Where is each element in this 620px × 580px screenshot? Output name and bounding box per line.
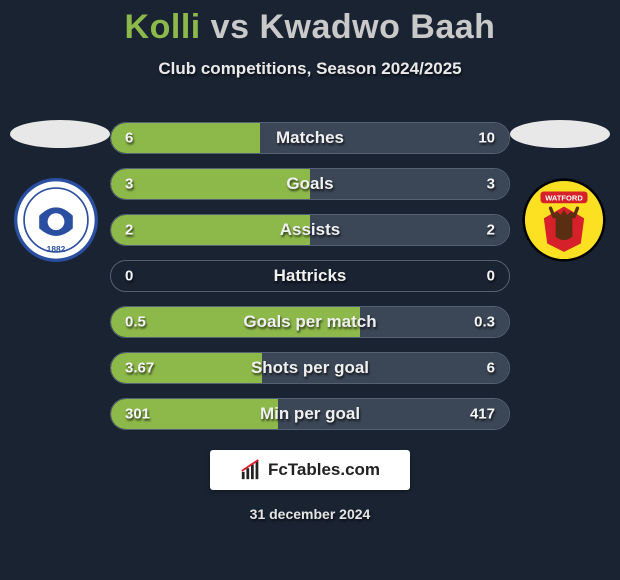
vs-text: vs [211,8,250,46]
svg-text:1882: 1882 [47,244,66,254]
brand-text: FcTables.com [268,460,380,480]
comparison-title: Kolli vs Kwadwo Baah [0,0,620,47]
stat-bar-right [310,169,509,199]
season-subtitle: Club competitions, Season 2024/2025 [0,59,620,79]
stat-label: Shots per goal [251,358,369,378]
qpr-badge-icon: 1882 [14,178,98,262]
watford-badge-icon: WATFORD [522,178,606,262]
player1-avatar-placeholder [10,120,110,148]
stat-value-left: 0.5 [125,314,146,331]
stat-row: 6 10 Matches [110,122,510,154]
stat-value-right: 3 [487,176,495,193]
fctables-logo: FcTables.com [210,450,410,490]
stat-value-right: 2 [487,222,495,239]
stat-bar-left [111,123,260,153]
stat-row: 3 3 Goals [110,168,510,200]
stat-value-right: 417 [470,406,495,423]
stats-list: 6 10 Matches 3 3 Goals 2 2 Assists 0 0 Hattricks 0.5… [110,122,510,444]
player2-avatar-placeholder [510,120,610,148]
club-badge-left: 1882 [14,178,98,262]
stat-value-left: 301 [125,406,150,423]
stat-row: 0.5 0.3 Goals per match [110,306,510,338]
stat-value-left: 3.67 [125,360,154,377]
svg-text:WATFORD: WATFORD [545,194,583,203]
stat-label: Goals per match [243,312,376,332]
stat-label: Goals [286,174,333,194]
stat-value-right: 6 [487,360,495,377]
stat-value-left: 3 [125,176,133,193]
stat-label: Assists [280,220,340,240]
stat-bar-left [111,169,310,199]
stat-value-left: 0 [125,268,133,285]
stat-value-right: 0 [487,268,495,285]
stat-value-right: 10 [478,130,495,147]
stat-label: Hattricks [274,266,347,286]
footer-date: 31 december 2024 [0,506,620,522]
stat-label: Matches [276,128,344,148]
stat-row: 3.67 6 Shots per goal [110,352,510,384]
player1-name: Kolli [125,8,201,46]
player2-name: Kwadwo Baah [259,8,495,46]
stat-label: Min per goal [260,404,360,424]
stat-value-left: 2 [125,222,133,239]
chart-icon [240,459,262,481]
stat-row: 0 0 Hattricks [110,260,510,292]
stat-value-right: 0.3 [474,314,495,331]
club-badge-right: WATFORD [522,178,606,262]
stat-row: 301 417 Min per goal [110,398,510,430]
stat-value-left: 6 [125,130,133,147]
stat-row: 2 2 Assists [110,214,510,246]
